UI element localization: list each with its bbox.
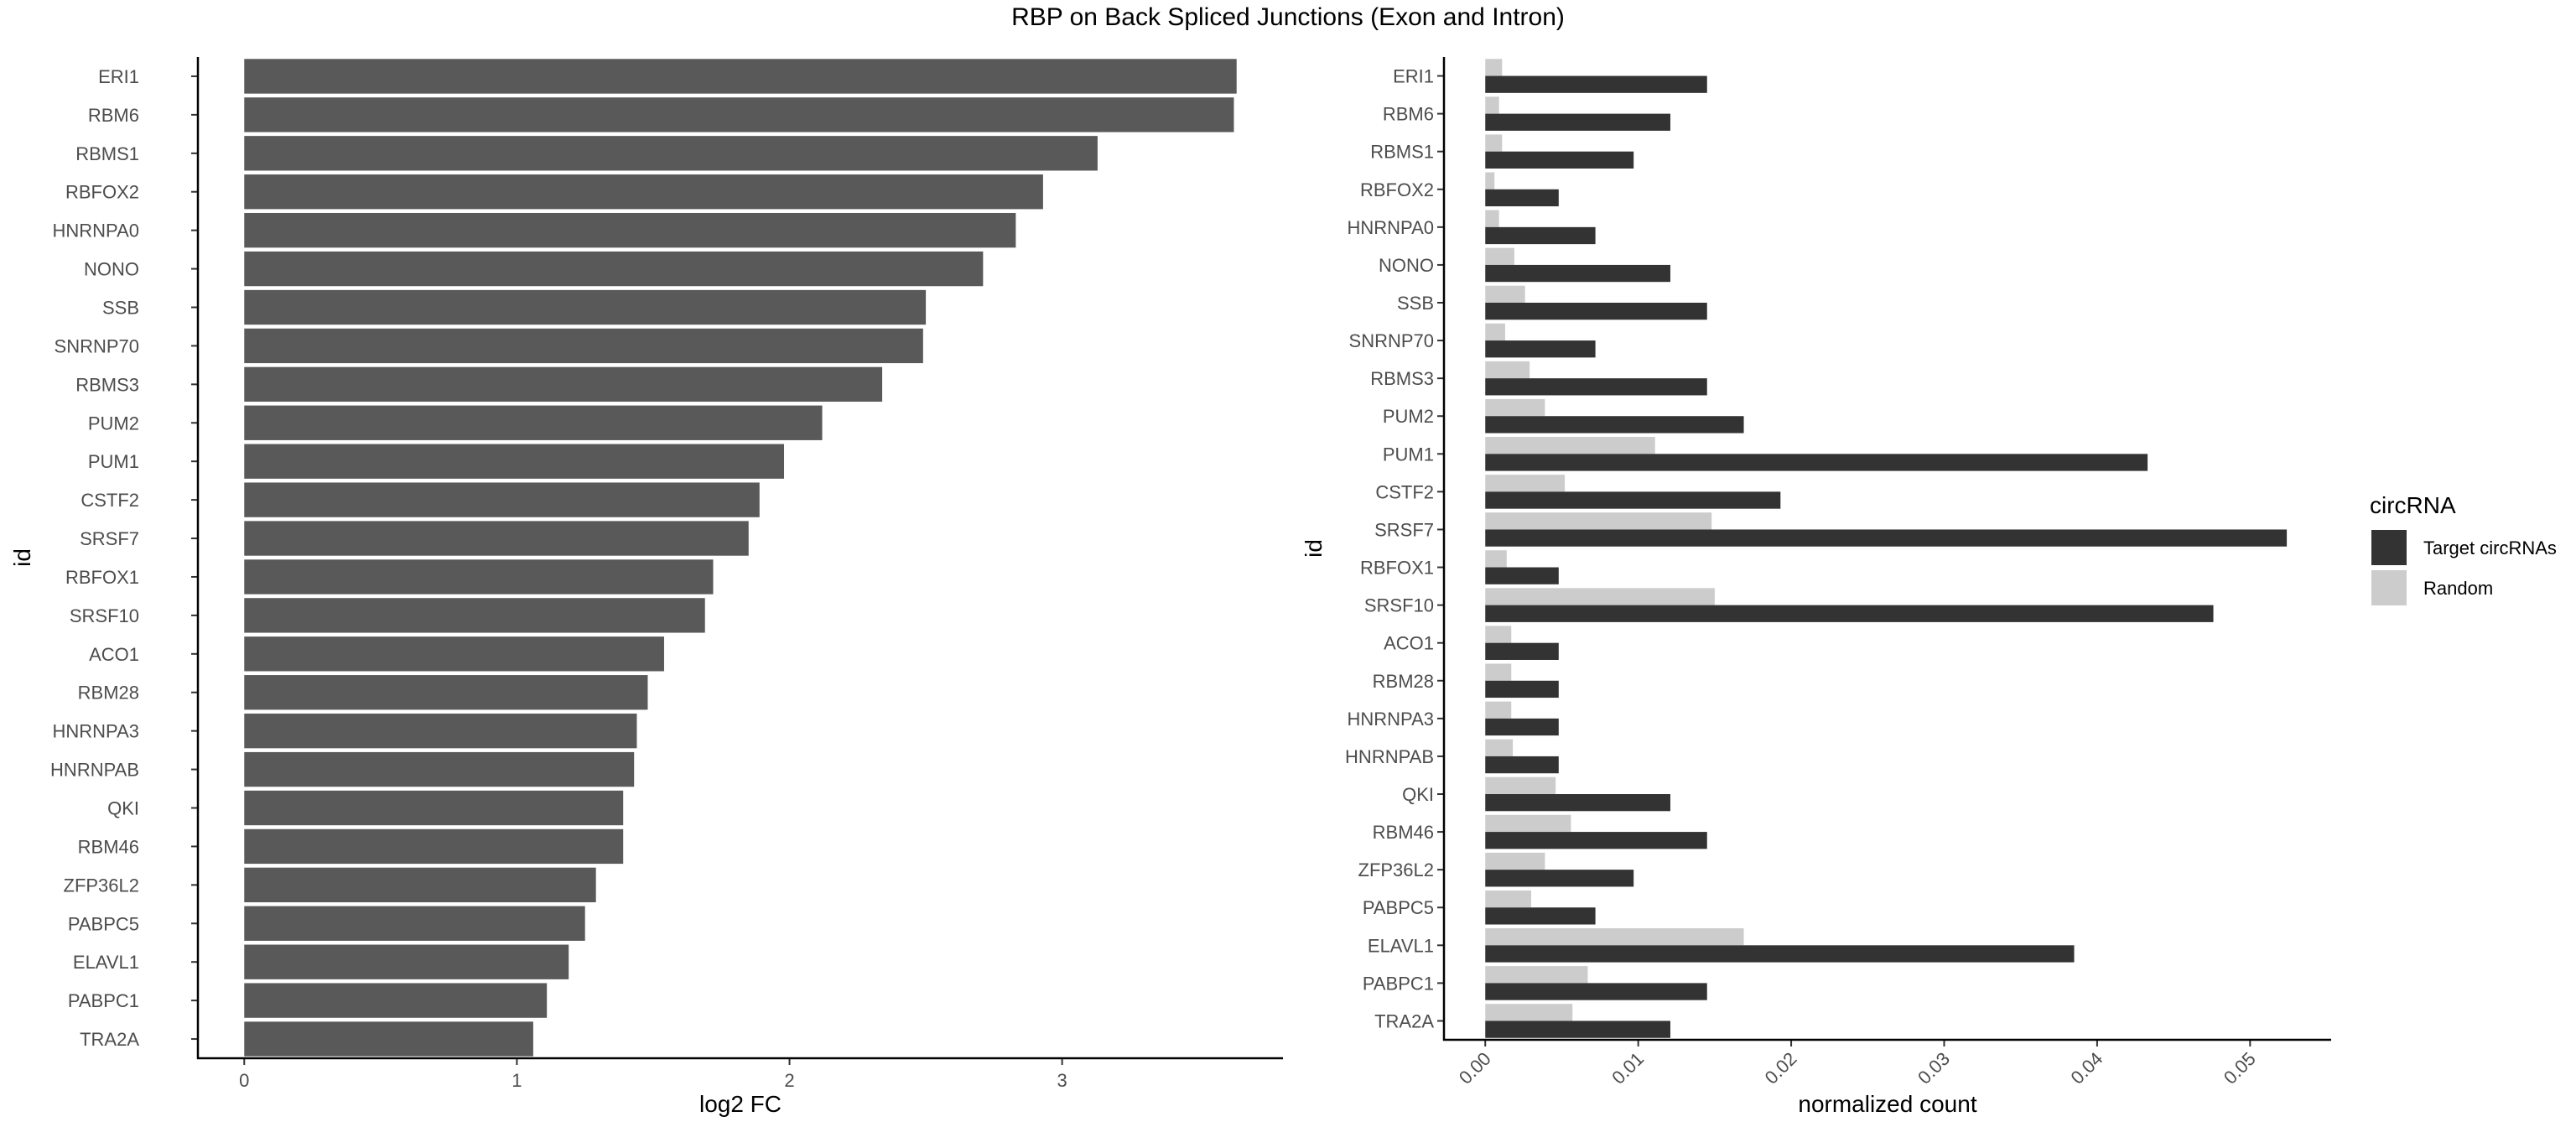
left-y-axis-title: id <box>9 548 35 567</box>
y-tick-label-rbm46: RBM46 <box>78 836 139 857</box>
y-tick-label-cstf2: CSTF2 <box>80 490 139 511</box>
y-tick-label-pum1: PUM1 <box>88 451 139 472</box>
bar-elavl1 <box>244 944 569 979</box>
bar-tra2a <box>244 1021 533 1057</box>
bar-rbms1 <box>244 136 1098 171</box>
x-tick-label: 1 <box>512 1070 522 1091</box>
bar-pum1 <box>244 444 785 479</box>
y-tick-label-qki: QKI <box>107 798 139 819</box>
y-tick-label-srsf10: SRSF10 <box>70 605 139 626</box>
bar-snrnp70 <box>244 328 923 364</box>
chart-title: RBP on Back Spliced Junctions (Exon and … <box>1011 3 1565 31</box>
bar-cstf2 <box>244 482 760 517</box>
bar-hnrnpa3 <box>244 713 637 749</box>
y-tick-label-elavl1: ELAVL1 <box>73 952 139 973</box>
bar-ssb <box>244 289 927 325</box>
bar-srsf7 <box>244 521 749 556</box>
x-tick-label: 0 <box>239 1070 249 1091</box>
bar-rbm6 <box>244 97 1234 132</box>
y-tick-label-srsf7: SRSF7 <box>80 528 139 549</box>
bar-hnrnpa0 <box>244 212 1016 248</box>
bar-nono <box>244 251 984 287</box>
y-tick-label-rbms1: RBMS1 <box>75 143 139 164</box>
x-tick-label: 2 <box>784 1070 794 1091</box>
y-tick-label-hnrnpa3: HNRNPA3 <box>52 721 139 742</box>
bar-eri1 <box>244 59 1237 94</box>
y-tick-label-eri1: ERI1 <box>98 66 139 87</box>
y-tick-label-snrnp70: SNRNP70 <box>55 335 139 356</box>
bar-pum2 <box>244 405 823 440</box>
bar-srsf10 <box>244 598 705 633</box>
y-tick-label-hnrnpa0: HNRNPA0 <box>52 221 139 242</box>
y-tick-label-rbm6: RBM6 <box>88 105 139 126</box>
y-tick-label-pum2: PUM2 <box>88 413 139 434</box>
bar-rbfox1 <box>244 559 714 595</box>
bar-qki <box>244 790 624 826</box>
bar-zfp36l2 <box>244 867 596 903</box>
y-tick-label-rbfox1: RBFOX1 <box>65 567 139 588</box>
y-tick-label-pabpc1: PABPC1 <box>68 990 139 1011</box>
y-tick-label-ssb: SSB <box>102 298 139 319</box>
bar-pabpc1 <box>244 983 548 1018</box>
x-tick-label: 3 <box>1057 1070 1067 1091</box>
bar-aco1 <box>244 636 664 672</box>
bar-rbm28 <box>244 675 648 710</box>
bar-pabpc5 <box>244 906 585 941</box>
y-tick-label-hnrnpab: HNRNPAB <box>50 760 139 781</box>
y-tick-label-aco1: ACO1 <box>89 644 139 665</box>
y-tick-label-rbfox2: RBFOX2 <box>65 182 139 203</box>
bar-rbms3 <box>244 366 883 402</box>
bar-rbm46 <box>244 828 624 865</box>
y-tick-label-rbm28: RBM28 <box>78 683 139 704</box>
bar-hnrnpab <box>244 751 635 787</box>
y-tick-label-tra2a: TRA2A <box>80 1029 139 1050</box>
y-tick-label-rbms3: RBMS3 <box>75 374 139 395</box>
bar-rbfox2 <box>244 174 1043 210</box>
left-x-axis-title: log2 FC <box>699 1091 782 1117</box>
y-tick-label-pabpc5: PABPC5 <box>68 913 139 934</box>
y-tick-label-nono: NONO <box>84 259 139 280</box>
y-tick-label-zfp36l2: ZFP36L2 <box>64 875 140 896</box>
